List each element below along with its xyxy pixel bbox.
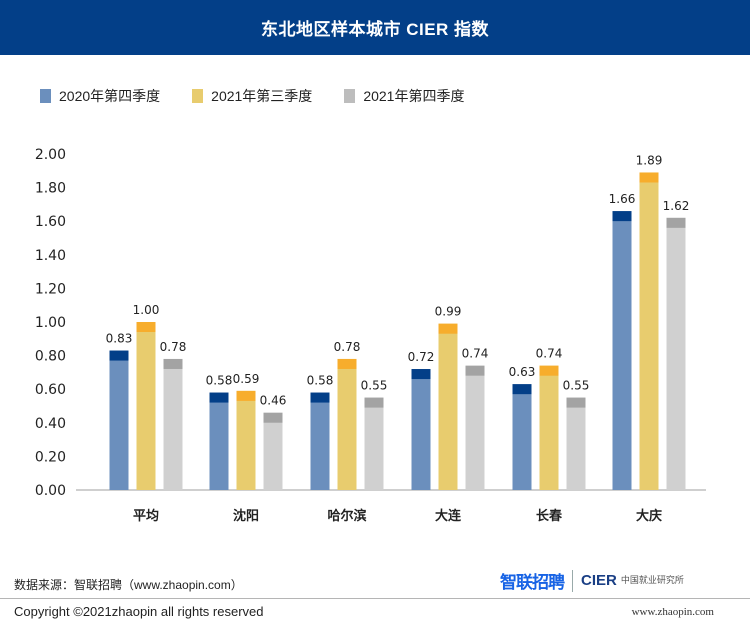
legend-swatch xyxy=(40,89,51,103)
bar-0-2 xyxy=(163,358,183,490)
copyright: Copyright ©2021zhaopin all rights reserv… xyxy=(14,604,264,619)
bar-cap-2-2 xyxy=(364,397,384,408)
bar-2-2 xyxy=(364,397,384,490)
bar-cap-5-0 xyxy=(612,211,632,222)
bar-cap-3-0 xyxy=(411,369,431,380)
bar-4-2 xyxy=(566,397,586,490)
x-tick-label: 大庆 xyxy=(636,508,662,523)
bar-1-0 xyxy=(209,392,229,490)
data-label: 0.58 xyxy=(206,374,233,388)
y-tick-label: 1.20 xyxy=(35,281,66,297)
bar-0-1 xyxy=(136,322,156,490)
data-source: 数据来源：智联招聘（www.zhaopin.com） xyxy=(14,578,243,592)
bar-2-0 xyxy=(310,392,330,490)
bar-5-0 xyxy=(612,211,632,490)
bar-0-0 xyxy=(109,350,129,490)
legend-item-2021q3: 2021年第三季度 xyxy=(192,86,312,106)
zhilian-logo: 智联招聘 xyxy=(500,573,565,592)
data-label: 0.78 xyxy=(334,340,361,354)
bar-cap-3-1 xyxy=(438,323,458,334)
y-tick-label: 0.20 xyxy=(35,449,66,465)
legend: 2020年第四季度 2021年第三季度 2021年第四季度 xyxy=(40,86,496,106)
x-tick-label: 大连 xyxy=(435,508,462,523)
bar-cap-1-1 xyxy=(236,390,256,401)
data-label: 0.58 xyxy=(307,374,334,388)
bar-2-1 xyxy=(337,358,357,490)
data-label: 1.66 xyxy=(609,192,636,206)
legend-swatch xyxy=(192,89,204,103)
cier-logo: CIER xyxy=(581,572,617,589)
bar-cap-1-2 xyxy=(263,412,283,423)
bar-cap-4-2 xyxy=(566,397,586,408)
x-tick-label: 沈阳 xyxy=(233,508,259,523)
x-tick-label: 哈尔滨 xyxy=(327,508,366,523)
bar-1-2 xyxy=(263,412,283,490)
y-tick-label: 1.80 xyxy=(35,181,66,197)
data-label: 0.55 xyxy=(361,379,388,393)
legend-item-2020q4: 2020年第四季度 xyxy=(40,86,160,106)
data-label: 0.46 xyxy=(260,394,287,408)
bar-cap-0-0 xyxy=(109,350,129,361)
data-label: 0.59 xyxy=(233,372,260,386)
data-label: 1.62 xyxy=(663,199,690,213)
footer-url: www.zhaopin.com xyxy=(631,606,714,618)
data-label: 0.55 xyxy=(563,379,590,393)
bar-cap-0-1 xyxy=(136,322,156,332)
bar-chart: 0.00 0.20 0.40 0.60 0.80 1.00 1.20 1.40 1.60 1.80… xyxy=(35,147,706,523)
data-label: 0.74 xyxy=(536,347,563,361)
data-label: 0.72 xyxy=(408,350,435,364)
y-tick-label: 0.00 xyxy=(35,483,66,499)
legend-label: 2021年第三季度 xyxy=(211,88,313,104)
legend-label: 2021年第四季度 xyxy=(363,88,465,104)
bar-3-0 xyxy=(411,369,431,490)
bar-cap-4-0 xyxy=(512,384,532,395)
bar-cap-5-1 xyxy=(639,172,659,183)
y-tick-label: 2.00 xyxy=(35,147,66,163)
title-banner: 东北地区样本城市 CIER 指数 xyxy=(0,0,750,55)
data-label: 0.83 xyxy=(106,332,133,346)
legend-label: 2020年第四季度 xyxy=(59,88,161,104)
bar-4-1 xyxy=(539,365,559,490)
bar-5-1 xyxy=(639,172,659,491)
x-tick-label: 平均 xyxy=(133,508,159,523)
legend-swatch xyxy=(344,89,356,103)
y-tick-label: 1.60 xyxy=(35,214,66,230)
x-tick-label: 长春 xyxy=(536,508,563,523)
bar-1-1 xyxy=(236,390,256,490)
logo: 智联招聘 CIER 中国就业研究所 xyxy=(500,568,684,593)
bar-cap-3-2 xyxy=(465,365,485,376)
y-tick-label: 1.40 xyxy=(35,248,66,264)
data-label: 0.99 xyxy=(435,305,462,319)
bar-4-0 xyxy=(512,384,532,490)
bar-3-1 xyxy=(438,323,458,490)
chart-title: 东北地区样本城市 CIER 指数 xyxy=(260,20,490,39)
bar-5-2 xyxy=(666,217,686,490)
data-label: 0.74 xyxy=(462,347,489,361)
y-tick-label: 1.00 xyxy=(35,315,66,331)
data-label: 1.00 xyxy=(133,303,160,317)
data-label: 0.78 xyxy=(160,340,187,354)
bar-cap-2-1 xyxy=(337,358,357,369)
y-tick-label: 0.40 xyxy=(35,416,66,432)
data-label: 0.63 xyxy=(509,365,536,379)
bar-cap-0-2 xyxy=(163,358,183,369)
y-tick-label: 0.80 xyxy=(35,349,66,365)
logo-separator xyxy=(572,569,573,592)
bar-cap-4-1 xyxy=(539,365,559,376)
legend-item-2021q4: 2021年第四季度 xyxy=(344,86,464,106)
bar-3-2 xyxy=(465,365,485,490)
bar-cap-5-2 xyxy=(666,217,686,228)
bar-cap-2-0 xyxy=(310,392,330,403)
cier-logo-subtitle: 中国就业研究所 xyxy=(620,575,684,585)
footer-divider xyxy=(0,598,750,599)
data-label: 1.89 xyxy=(636,153,663,167)
bar-cap-1-0 xyxy=(209,392,229,403)
y-tick-label: 0.60 xyxy=(35,382,66,398)
